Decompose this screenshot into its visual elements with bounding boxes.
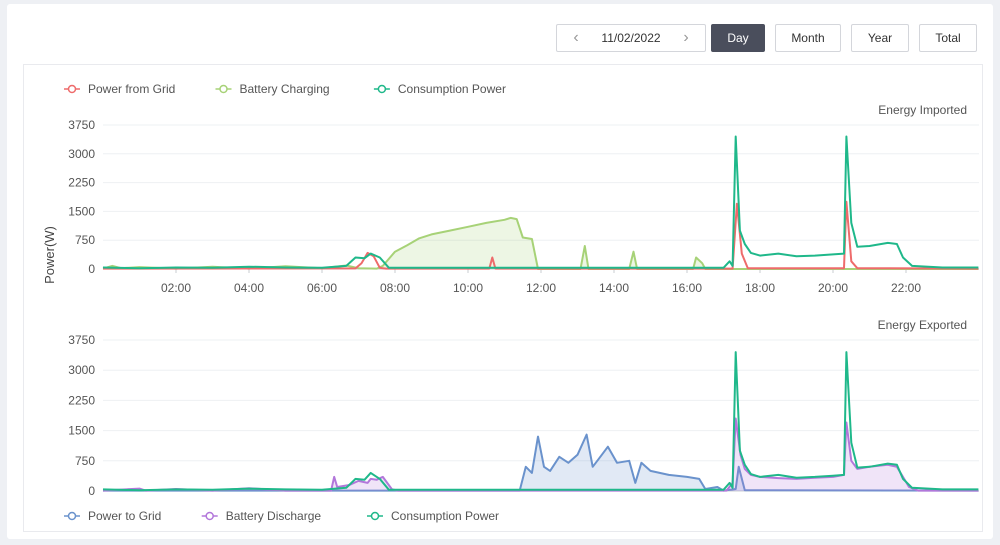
y-tick-label: 3000: [68, 363, 95, 377]
legend-marker-consumption[interactable]: [377, 84, 387, 94]
y-tick-label: 2250: [68, 176, 95, 190]
series-area-charging: [103, 217, 979, 269]
legend-marker-to_grid[interactable]: [67, 511, 77, 521]
y-tick-label: 1500: [68, 204, 95, 218]
x-tick-label: 12:00: [526, 281, 556, 295]
legend-label[interactable]: Consumption Power: [391, 509, 499, 523]
chevron-right-icon[interactable]: ›: [683, 29, 689, 46]
y-tick-label: 3000: [68, 147, 95, 161]
month-button[interactable]: Month: [775, 24, 841, 52]
energy-card: ‹ 11/02/2022 › Day Month Year Total 0 750…: [7, 4, 993, 539]
legend-marker-consumption[interactable]: [370, 511, 380, 521]
year-button[interactable]: Year: [851, 24, 909, 52]
legend-label[interactable]: Power to Grid: [88, 509, 161, 523]
y-tick-label: 750: [75, 233, 95, 247]
x-tick-label: 06:00: [307, 281, 337, 295]
y-tick-label: 0: [88, 262, 95, 276]
legend-marker-grid[interactable]: [67, 84, 77, 94]
legend-label[interactable]: Power from Grid: [88, 82, 175, 96]
legend-label[interactable]: Battery Discharge: [226, 509, 322, 523]
date-value[interactable]: 11/02/2022: [601, 31, 661, 45]
y-axis-label: Power(W): [42, 226, 57, 284]
legend-marker-discharge[interactable]: [205, 511, 214, 521]
x-tick-label: 08:00: [380, 281, 410, 295]
series-line-to_grid: [103, 433, 979, 492]
y-tick-label: 0: [88, 484, 95, 498]
x-tick-label: 22:00: [891, 281, 921, 295]
x-tick-label: 18:00: [745, 281, 775, 295]
chart-title-0: Energy Imported: [878, 103, 967, 117]
series-area-discharge: [103, 418, 979, 491]
chart-panel: 0 750 1500 2250 3000 3750 Energy Imported 02:00…: [23, 64, 983, 532]
series-line-consumption: [102, 351, 979, 492]
power-chart: 0 750 1500 2250 3000 3750 Energy Imported 02:00…: [42, 82, 979, 523]
y-tick-label: 2250: [68, 393, 95, 407]
chevron-left-icon[interactable]: ‹: [573, 29, 579, 46]
total-button[interactable]: Total: [919, 24, 977, 52]
date-picker[interactable]: ‹ 11/02/2022 ›: [556, 24, 706, 52]
y-tick-label: 750: [75, 454, 95, 468]
x-tick-label: 02:00: [161, 281, 191, 295]
series-area-to_grid: [103, 434, 979, 491]
x-tick-label: 14:00: [599, 281, 629, 295]
x-tick-label: 20:00: [818, 281, 848, 295]
series-line-consumption: [102, 135, 979, 270]
y-tick-label: 3750: [68, 118, 95, 132]
series-line-charging: [102, 216, 979, 270]
legend-marker-charging[interactable]: [219, 84, 228, 94]
day-button[interactable]: Day: [711, 24, 765, 52]
chart-title-1: Energy Exported: [878, 318, 967, 332]
x-tick-label: 04:00: [234, 281, 264, 295]
y-tick-label: 3750: [68, 333, 95, 347]
legend-label[interactable]: Consumption Power: [398, 82, 506, 96]
x-tick-label: 16:00: [672, 281, 702, 295]
y-tick-label: 1500: [68, 424, 95, 438]
x-tick-label: 10:00: [453, 281, 483, 295]
toolbar: ‹ 11/02/2022 › Day Month Year Total: [7, 24, 993, 54]
legend-label[interactable]: Battery Charging: [240, 82, 330, 96]
